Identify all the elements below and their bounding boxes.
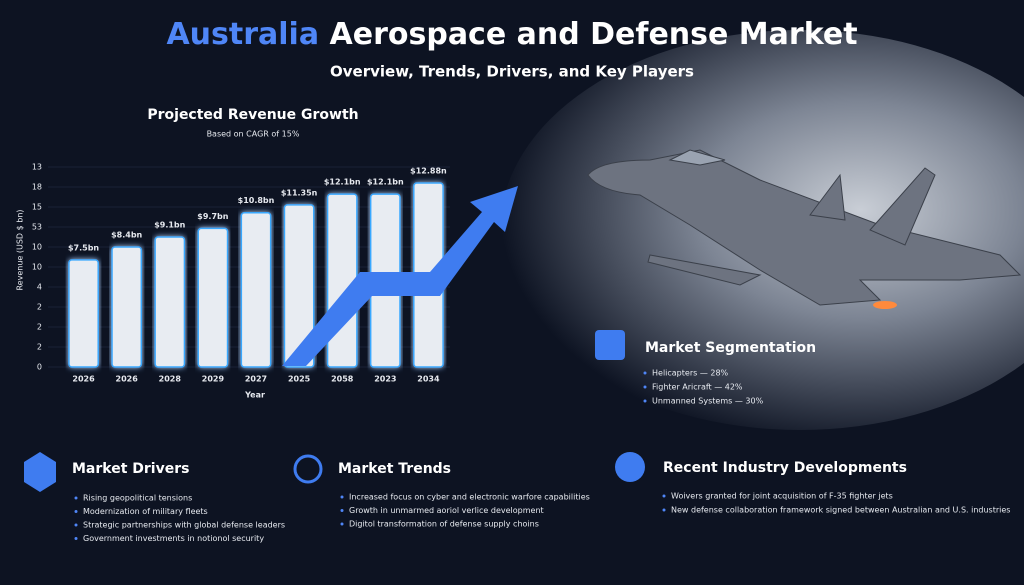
- value-label: $12.1bn: [324, 178, 361, 187]
- list-item: Woivers granted for joint acquisition of…: [671, 492, 893, 501]
- x-tick-label: 2023: [374, 375, 396, 384]
- title-rest: Aerospace and Defense Market: [330, 17, 858, 52]
- list-item: New defense collaboration framework sign…: [671, 506, 1010, 515]
- title: Australia Aerospace and Defense Market: [166, 17, 857, 52]
- value-label: $12.1bn: [367, 178, 404, 187]
- bar: [111, 246, 143, 368]
- y-tick-label: 13: [32, 163, 42, 172]
- x-tick-label: 2034: [417, 375, 440, 384]
- y-tick-label: 10: [32, 243, 42, 252]
- x-tick-label: 2027: [245, 375, 267, 384]
- x-tick-label: 2028: [159, 375, 182, 384]
- x-tick-label: 2025: [288, 375, 311, 384]
- y-axis-label: Revenue (USD $ bn): [16, 209, 25, 290]
- bullet: [643, 399, 647, 403]
- y-tick-label: 4: [37, 283, 42, 292]
- list-item: Unmanned Systems — 30%: [652, 397, 764, 406]
- list-item: Modernization of military fleets: [83, 507, 208, 516]
- section-title: Recent Industry Developments: [663, 460, 907, 476]
- bar: [68, 259, 99, 368]
- x-tick-label: 2026: [116, 375, 139, 384]
- jet: [587, 149, 1022, 309]
- segmentation-icon: [595, 330, 625, 360]
- value-label: $7.5bn: [68, 243, 99, 252]
- bar: [154, 236, 186, 368]
- bar: [283, 204, 315, 368]
- bar: [197, 227, 229, 368]
- value-label: $8.4bn: [111, 231, 142, 240]
- bullet: [74, 523, 78, 527]
- title-highlight: Australia: [166, 17, 319, 52]
- y-tick-label: 2: [37, 303, 42, 312]
- y-tick-label: 10: [32, 263, 42, 272]
- chart-title: Projected Revenue Growth: [147, 107, 358, 123]
- developments-icon: [615, 452, 645, 482]
- bullet: [74, 496, 78, 500]
- section-title: Market Drivers: [72, 461, 189, 477]
- list-item: Increased focus on cyber and electronic …: [349, 493, 590, 502]
- bullet: [643, 385, 647, 389]
- chart-subtitle: Based on CAGR of 15%: [207, 130, 300, 139]
- x-axis-label: Year: [244, 391, 265, 400]
- growth-arrow: [282, 186, 518, 366]
- trends-icon: [293, 454, 323, 484]
- y-tick-label: 18: [32, 183, 42, 192]
- list-item: Helicapters — 28%: [652, 369, 729, 378]
- drivers-icon: [24, 452, 56, 492]
- y-tick-label: 0: [37, 363, 42, 372]
- bullet: [643, 371, 647, 375]
- bullet: [74, 510, 78, 513]
- value-label: $12.88n: [410, 167, 447, 176]
- value-label: $9.1bn: [154, 221, 185, 230]
- bar: [240, 211, 272, 368]
- bullet: [340, 522, 344, 526]
- value-label: $9.7bn: [197, 212, 228, 221]
- section-title: Market Segmentation: [645, 340, 816, 356]
- x-tick-label: 2058: [331, 375, 354, 384]
- y-tick-label: 15: [32, 203, 42, 212]
- bullet: [662, 508, 666, 512]
- list-item: Rising geopolitical tensions: [83, 494, 192, 503]
- value-label: $10.8bn: [238, 196, 275, 205]
- list-item: Government investments in notionol secur…: [83, 534, 264, 543]
- x-tick-label: 2029: [202, 375, 225, 384]
- list-item: Growth in unmarmed aoriol verlice develo…: [349, 506, 544, 515]
- subtitle: Overview, Trends, Drivers, and Key Playe…: [330, 63, 694, 81]
- y-tick-label: 53: [32, 223, 42, 232]
- list-item: Strategic partnerships with global defen…: [83, 521, 285, 530]
- bullet: [662, 494, 666, 498]
- list-item: Fighter Aricraft — 42%: [652, 383, 743, 392]
- bullet: [74, 537, 78, 540]
- value-label: $11.35n: [281, 188, 318, 197]
- list-item: Digitol transformation of defense supply…: [349, 520, 539, 529]
- x-tick-label: 2026: [72, 375, 95, 384]
- bullet: [340, 495, 344, 499]
- y-tick-label: 2: [37, 343, 42, 352]
- section-title: Market Trends: [338, 461, 451, 477]
- bullet: [340, 509, 344, 512]
- y-tick-label: 2: [37, 323, 42, 332]
- bar: [326, 193, 358, 368]
